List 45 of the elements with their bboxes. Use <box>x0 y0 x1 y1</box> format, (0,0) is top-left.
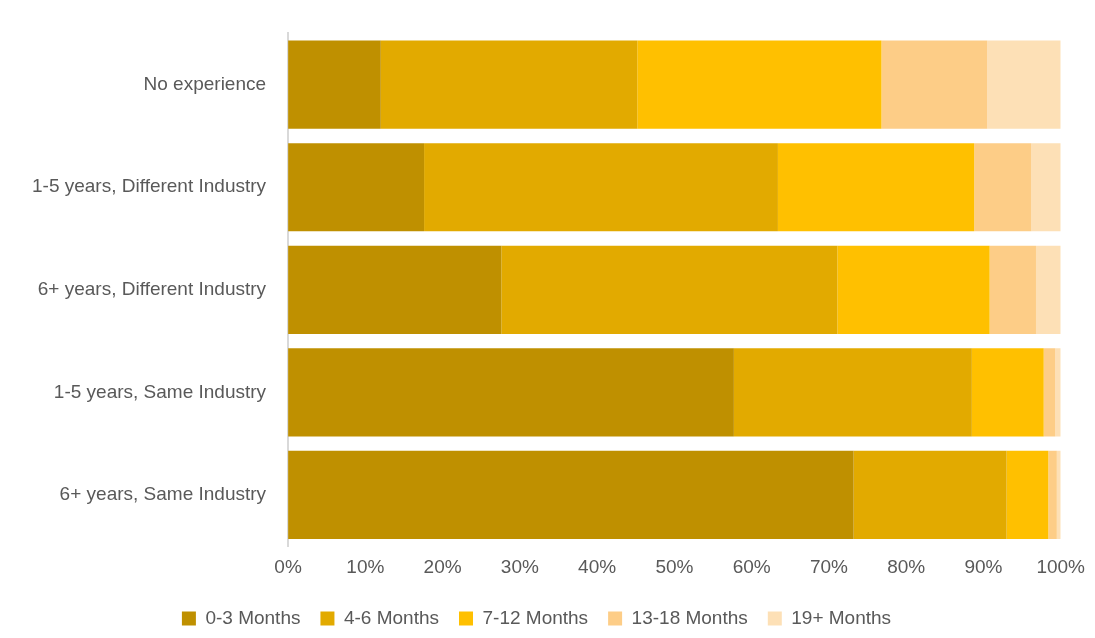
y-tick-label: No experience <box>143 72 267 94</box>
bar <box>1035 245 1061 334</box>
y-tick-label: 6+ years, Same Industry <box>59 483 267 505</box>
y-tick-label: 6+ years, Different Industry <box>37 278 267 300</box>
y-tick-label: 1-5 years, Same Industry <box>53 380 267 402</box>
bar <box>1055 348 1061 437</box>
bar <box>288 348 734 437</box>
x-tick-label: 10% <box>346 555 385 577</box>
x-tick-label: 20% <box>423 555 462 577</box>
bar <box>637 40 882 129</box>
bar <box>288 245 502 334</box>
x-tick-label: 70% <box>809 555 849 577</box>
legend-label: 13-18 Months <box>631 606 748 628</box>
bar <box>777 143 975 232</box>
bar <box>501 245 838 334</box>
bar <box>1031 143 1061 232</box>
x-tick-label: 100% <box>1036 555 1086 577</box>
bar <box>989 245 1036 334</box>
bar <box>837 245 990 334</box>
legend-label: 19+ Months <box>791 606 892 628</box>
y-tick-label: 1-5 years, Different Industry <box>31 175 267 197</box>
bar <box>288 450 854 540</box>
bar <box>1043 348 1056 437</box>
x-tick-label: 50% <box>655 555 694 577</box>
bar <box>881 40 988 129</box>
legend-label: 0-3 Months <box>205 606 301 628</box>
bar <box>288 143 425 232</box>
bar <box>971 348 1044 437</box>
bar <box>424 143 778 232</box>
bar <box>853 450 1007 540</box>
x-tick-label: 0% <box>274 555 302 577</box>
x-tick-label: 80% <box>887 555 926 577</box>
legend-label: 7-12 Months <box>482 606 589 628</box>
bar <box>1006 450 1049 540</box>
legend-label: 4-6 Months <box>343 606 439 628</box>
bar <box>974 143 1032 232</box>
x-tick-label: 60% <box>732 555 771 577</box>
bar <box>288 40 381 129</box>
bar <box>1048 450 1057 540</box>
bar <box>987 40 1061 129</box>
x-tick-label: 40% <box>578 555 617 577</box>
bar <box>380 40 638 129</box>
x-tick-label: 30% <box>500 555 539 577</box>
x-tick-label: 90% <box>964 555 1003 577</box>
bar <box>733 348 972 437</box>
